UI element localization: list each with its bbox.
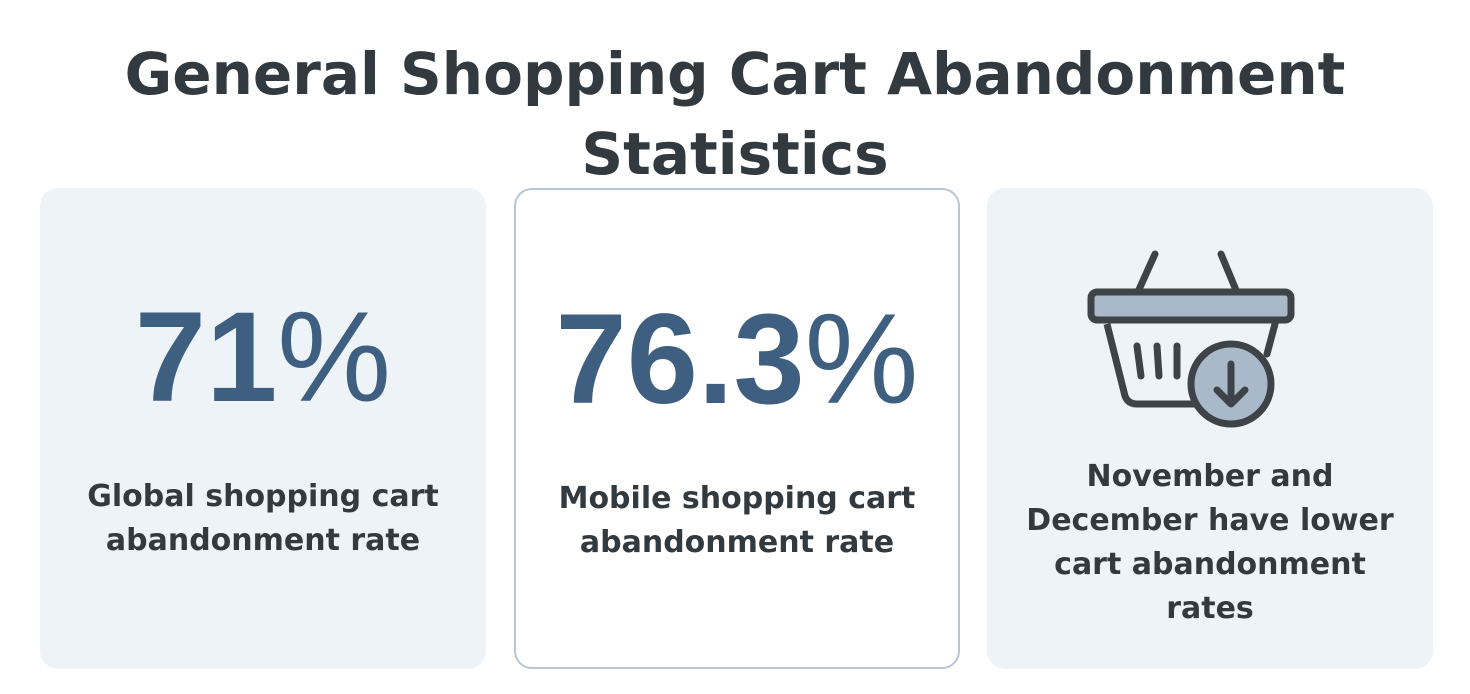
stat-number: 71 <box>134 286 278 429</box>
stat-card-mobile: 76.3% Mobile shopping cart abandonment r… <box>514 188 960 669</box>
shopping-basket-download-icon <box>1087 250 1295 428</box>
stat-caption-global: Global shopping cart abandonment rate <box>87 479 439 558</box>
stat-card-seasonal: November and December have lower cart ab… <box>987 188 1433 669</box>
page-title: General Shopping Cart Abandonment Statis… <box>124 40 1346 188</box>
stat-value-mobile: 76.3% <box>516 285 958 435</box>
stat-caption-mobile: Mobile shopping cart abandonment rate <box>558 481 916 560</box>
stat-percent-sign: % <box>277 286 392 429</box>
stat-caption-seasonal: November and December have lower cart ab… <box>1026 459 1394 626</box>
stat-value-global: 71% <box>40 283 486 433</box>
stat-percent-sign: % <box>804 288 919 431</box>
stat-number: 76.3 <box>555 288 805 431</box>
stat-card-global: 71% Global shopping cart abandonment rat… <box>40 188 486 669</box>
